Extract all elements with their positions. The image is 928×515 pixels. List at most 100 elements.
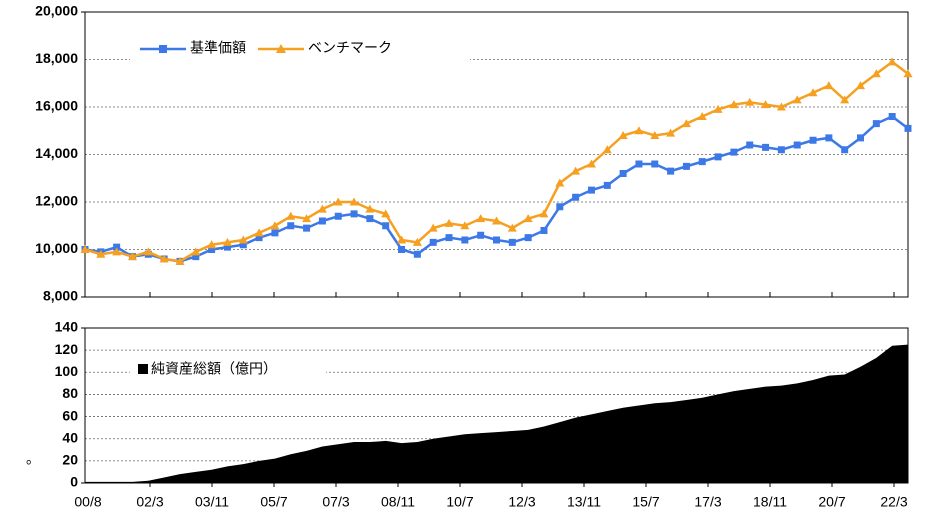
marker bbox=[239, 241, 247, 249]
marker bbox=[651, 160, 659, 168]
marker bbox=[586, 159, 596, 168]
y-tick-label: 14,000 bbox=[35, 145, 78, 161]
marker bbox=[461, 236, 469, 244]
marker bbox=[714, 153, 722, 161]
marker bbox=[635, 160, 643, 168]
marker bbox=[713, 104, 723, 113]
marker bbox=[872, 120, 880, 128]
marker bbox=[238, 235, 248, 244]
marker bbox=[762, 143, 770, 151]
marker bbox=[333, 197, 343, 206]
legend-label: ベンチマーク bbox=[308, 40, 392, 56]
y-tick-label: 120 bbox=[55, 341, 79, 357]
marker bbox=[271, 229, 279, 237]
plot-frame bbox=[84, 11, 909, 298]
legend-bg bbox=[130, 358, 326, 382]
marker bbox=[365, 204, 375, 213]
marker bbox=[856, 81, 866, 90]
marker bbox=[492, 216, 501, 225]
marker bbox=[477, 231, 485, 239]
marker bbox=[350, 210, 358, 218]
marker bbox=[539, 209, 549, 218]
marker bbox=[349, 197, 359, 206]
marker bbox=[524, 234, 532, 242]
x-tick-label: 22/3 bbox=[880, 494, 907, 510]
marker bbox=[302, 214, 312, 223]
marker bbox=[824, 81, 834, 90]
marker bbox=[681, 119, 691, 128]
y-tick-label: 100 bbox=[55, 363, 79, 379]
marker bbox=[444, 218, 454, 227]
marker bbox=[428, 223, 438, 232]
y-tick-label: 20,000 bbox=[35, 3, 78, 19]
marker bbox=[841, 146, 849, 154]
y-tick-label: 80 bbox=[62, 385, 78, 401]
marker bbox=[445, 234, 453, 242]
marker bbox=[871, 69, 881, 78]
y-tick-label: 140 bbox=[55, 319, 79, 335]
marker bbox=[208, 246, 216, 253]
marker bbox=[270, 221, 280, 230]
marker bbox=[809, 136, 817, 144]
x-tick-label: 03/11 bbox=[195, 494, 229, 510]
marker bbox=[571, 166, 581, 175]
marker bbox=[682, 162, 690, 170]
area bbox=[85, 344, 908, 483]
marker bbox=[667, 167, 675, 175]
x-tick-label: 17/3 bbox=[694, 494, 721, 510]
x-tick-label: 18/11 bbox=[753, 494, 787, 510]
marker bbox=[793, 141, 801, 149]
x-tick-label: 08/11 bbox=[381, 494, 415, 510]
marker bbox=[523, 214, 533, 223]
marker bbox=[697, 112, 707, 120]
marker bbox=[191, 247, 201, 256]
marker bbox=[507, 223, 517, 232]
marker bbox=[254, 228, 264, 237]
marker bbox=[745, 97, 755, 106]
annotation: 。 bbox=[26, 451, 40, 467]
marker bbox=[587, 186, 595, 194]
marker bbox=[903, 69, 913, 78]
marker bbox=[840, 95, 850, 104]
marker bbox=[572, 193, 580, 201]
marker bbox=[540, 227, 548, 234]
legend-marker bbox=[276, 44, 286, 53]
marker bbox=[476, 214, 486, 223]
marker bbox=[175, 256, 185, 265]
marker bbox=[222, 237, 232, 246]
marker bbox=[730, 148, 738, 156]
marker bbox=[792, 95, 802, 104]
marker bbox=[382, 222, 390, 230]
marker bbox=[555, 178, 565, 187]
y-tick-label: 8,000 bbox=[43, 288, 78, 304]
x-tick-label: 12/3 bbox=[508, 494, 535, 510]
marker bbox=[397, 235, 407, 244]
marker bbox=[96, 249, 106, 258]
marker bbox=[143, 247, 153, 256]
marker bbox=[493, 236, 500, 244]
y-tick-label: 0 bbox=[70, 474, 78, 490]
marker bbox=[223, 243, 231, 251]
marker bbox=[556, 203, 564, 211]
marker bbox=[777, 146, 785, 154]
marker bbox=[776, 102, 786, 111]
marker bbox=[746, 141, 754, 149]
marker bbox=[366, 215, 374, 223]
marker bbox=[317, 204, 327, 213]
marker bbox=[618, 131, 628, 139]
y-tick-label: 20 bbox=[62, 452, 78, 468]
marker bbox=[761, 100, 771, 109]
marker bbox=[80, 245, 90, 253]
marker bbox=[602, 145, 612, 154]
y-tick-label: 18,000 bbox=[35, 50, 78, 66]
marker bbox=[887, 57, 897, 66]
marker bbox=[113, 243, 121, 251]
marker bbox=[603, 181, 611, 189]
marker bbox=[857, 134, 865, 142]
marker bbox=[888, 113, 896, 120]
marker bbox=[634, 126, 644, 135]
x-tick-label: 00/8 bbox=[74, 494, 101, 510]
series-line bbox=[84, 60, 909, 263]
y-tick-label: 40 bbox=[62, 429, 78, 445]
